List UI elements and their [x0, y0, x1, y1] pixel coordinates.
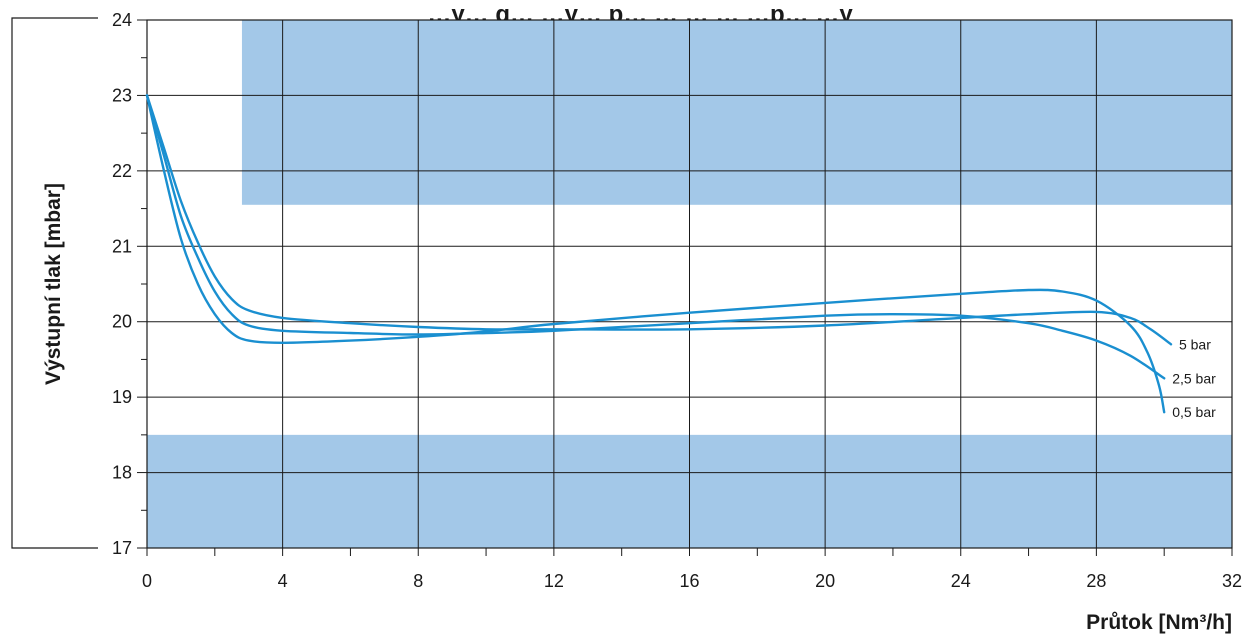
x-tick-label: 12	[544, 571, 564, 591]
y-tick-label: 20	[112, 312, 132, 332]
y-tick-label: 21	[112, 236, 132, 256]
series-label-1: 5 bar	[1179, 336, 1211, 352]
x-tick-label: 16	[679, 571, 699, 591]
y-tick-label: 17	[112, 538, 132, 558]
series-label-2: 2,5 bar	[1172, 370, 1216, 386]
x-tick-label: 20	[815, 571, 835, 591]
x-tick-label: 0	[142, 571, 152, 591]
x-tick-label: 8	[413, 571, 423, 591]
series-line-1	[145, 94, 1173, 346]
series-label-3: 0,5 bar	[1172, 404, 1216, 420]
y-tick-label: 18	[112, 463, 132, 483]
shaded-band-1	[241, 20, 1232, 205]
series-line-2	[145, 94, 1166, 380]
series-line-3	[145, 94, 1166, 414]
x-tick-label: 4	[278, 571, 288, 591]
y-tick-label: 24	[112, 10, 132, 30]
y-tick-label: 23	[112, 85, 132, 105]
x-tick-label: 32	[1222, 571, 1242, 591]
x-tick-label: 24	[951, 571, 971, 591]
y-tick-label: 19	[112, 387, 132, 407]
x-tick-label: 28	[1086, 571, 1106, 591]
y-tick-label: 22	[112, 161, 132, 181]
x-axis-label: Průtok [Nm³/h]	[1086, 611, 1232, 634]
y-axis-bracket	[11, 17, 98, 549]
y-axis-label: Výstupní tlak [mbar]	[42, 183, 65, 385]
